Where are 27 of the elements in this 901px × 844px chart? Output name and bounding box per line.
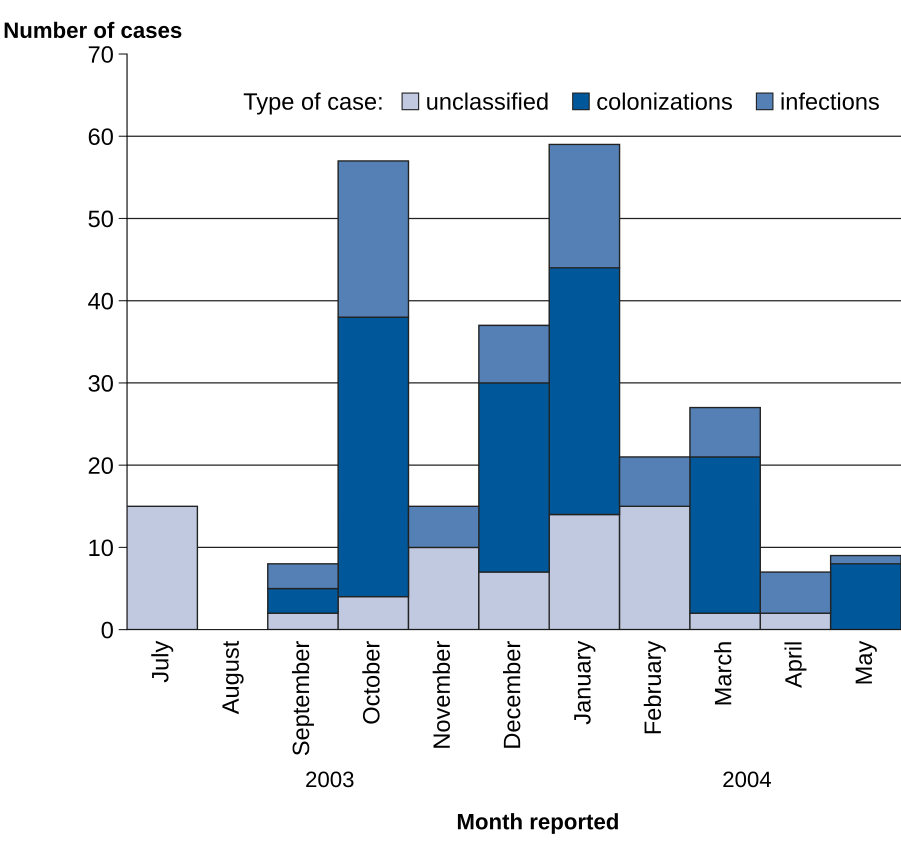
y-tick-label: 30 xyxy=(88,375,113,392)
y-tick-label: 70 xyxy=(88,46,113,63)
x-tick-label: September xyxy=(292,641,314,756)
legend-label: infections xyxy=(782,92,879,110)
x-tick-label: March xyxy=(714,642,732,704)
y-tick-label: 50 xyxy=(88,210,113,228)
x-tick-label: August xyxy=(222,640,244,714)
x-tick-label: February xyxy=(644,640,666,734)
y-tick-label: 60 xyxy=(88,128,113,146)
y-tick-label: 20 xyxy=(88,457,113,474)
y-tick-label: 40 xyxy=(88,292,113,310)
legend-label: unclassified xyxy=(427,92,548,110)
legend-label: colonizations xyxy=(597,92,732,110)
y-axis-title: Number of cases xyxy=(4,22,182,38)
x-tick-label: May xyxy=(856,640,877,684)
text: 2004 xyxy=(723,772,771,788)
x-tick-label: October xyxy=(362,641,380,724)
x-tick-label: December xyxy=(503,641,520,748)
x-tick-label: January xyxy=(574,640,596,724)
x-tick-label: November xyxy=(432,641,450,748)
x-axis-title: Month reported xyxy=(458,813,618,834)
x-tick-label: July xyxy=(151,640,174,682)
legend-title: Type of case: xyxy=(244,92,382,115)
text: 2003 xyxy=(306,772,354,788)
y-tick-label: 0 xyxy=(102,622,113,638)
x-tick-label: April xyxy=(784,642,806,688)
y-tick-label: 10 xyxy=(89,539,113,556)
